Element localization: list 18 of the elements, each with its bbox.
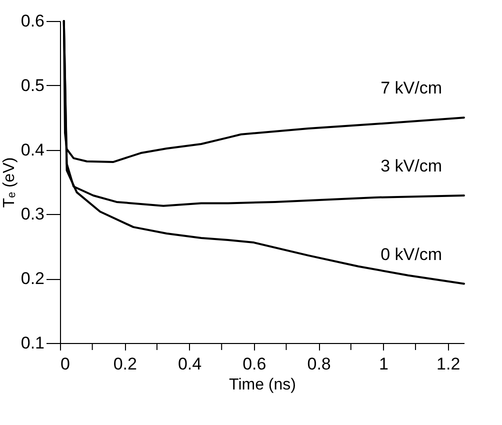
y-tick-label: 0.2 [20, 269, 44, 288]
x-tick-label: 0.6 [242, 354, 266, 374]
y-tick-label: 0.5 [20, 76, 44, 95]
y-tick-label: 0.6 [20, 12, 44, 30]
x-axis-title: Time (ns) [229, 376, 296, 394]
x-tick-label: 0.8 [307, 354, 331, 374]
y-tick-label: 0.3 [20, 204, 44, 224]
annotation: 3 kV/cm [380, 156, 442, 176]
x-tick-label: 0 [60, 354, 70, 374]
x-tick-label: 1 [378, 354, 388, 374]
x-tick-label: 0.2 [113, 354, 137, 374]
x-tick-label: 0.4 [178, 354, 202, 374]
annotation: 0 kV/cm [380, 244, 442, 264]
annotation: 7 kV/cm [380, 78, 442, 98]
y-tick-label: 0.1 [20, 334, 44, 352]
y-axis-title: Tₑ (eV) [0, 157, 18, 208]
x-tick-label: 1.2 [436, 354, 460, 374]
y-tick-label: 0.4 [20, 140, 44, 160]
